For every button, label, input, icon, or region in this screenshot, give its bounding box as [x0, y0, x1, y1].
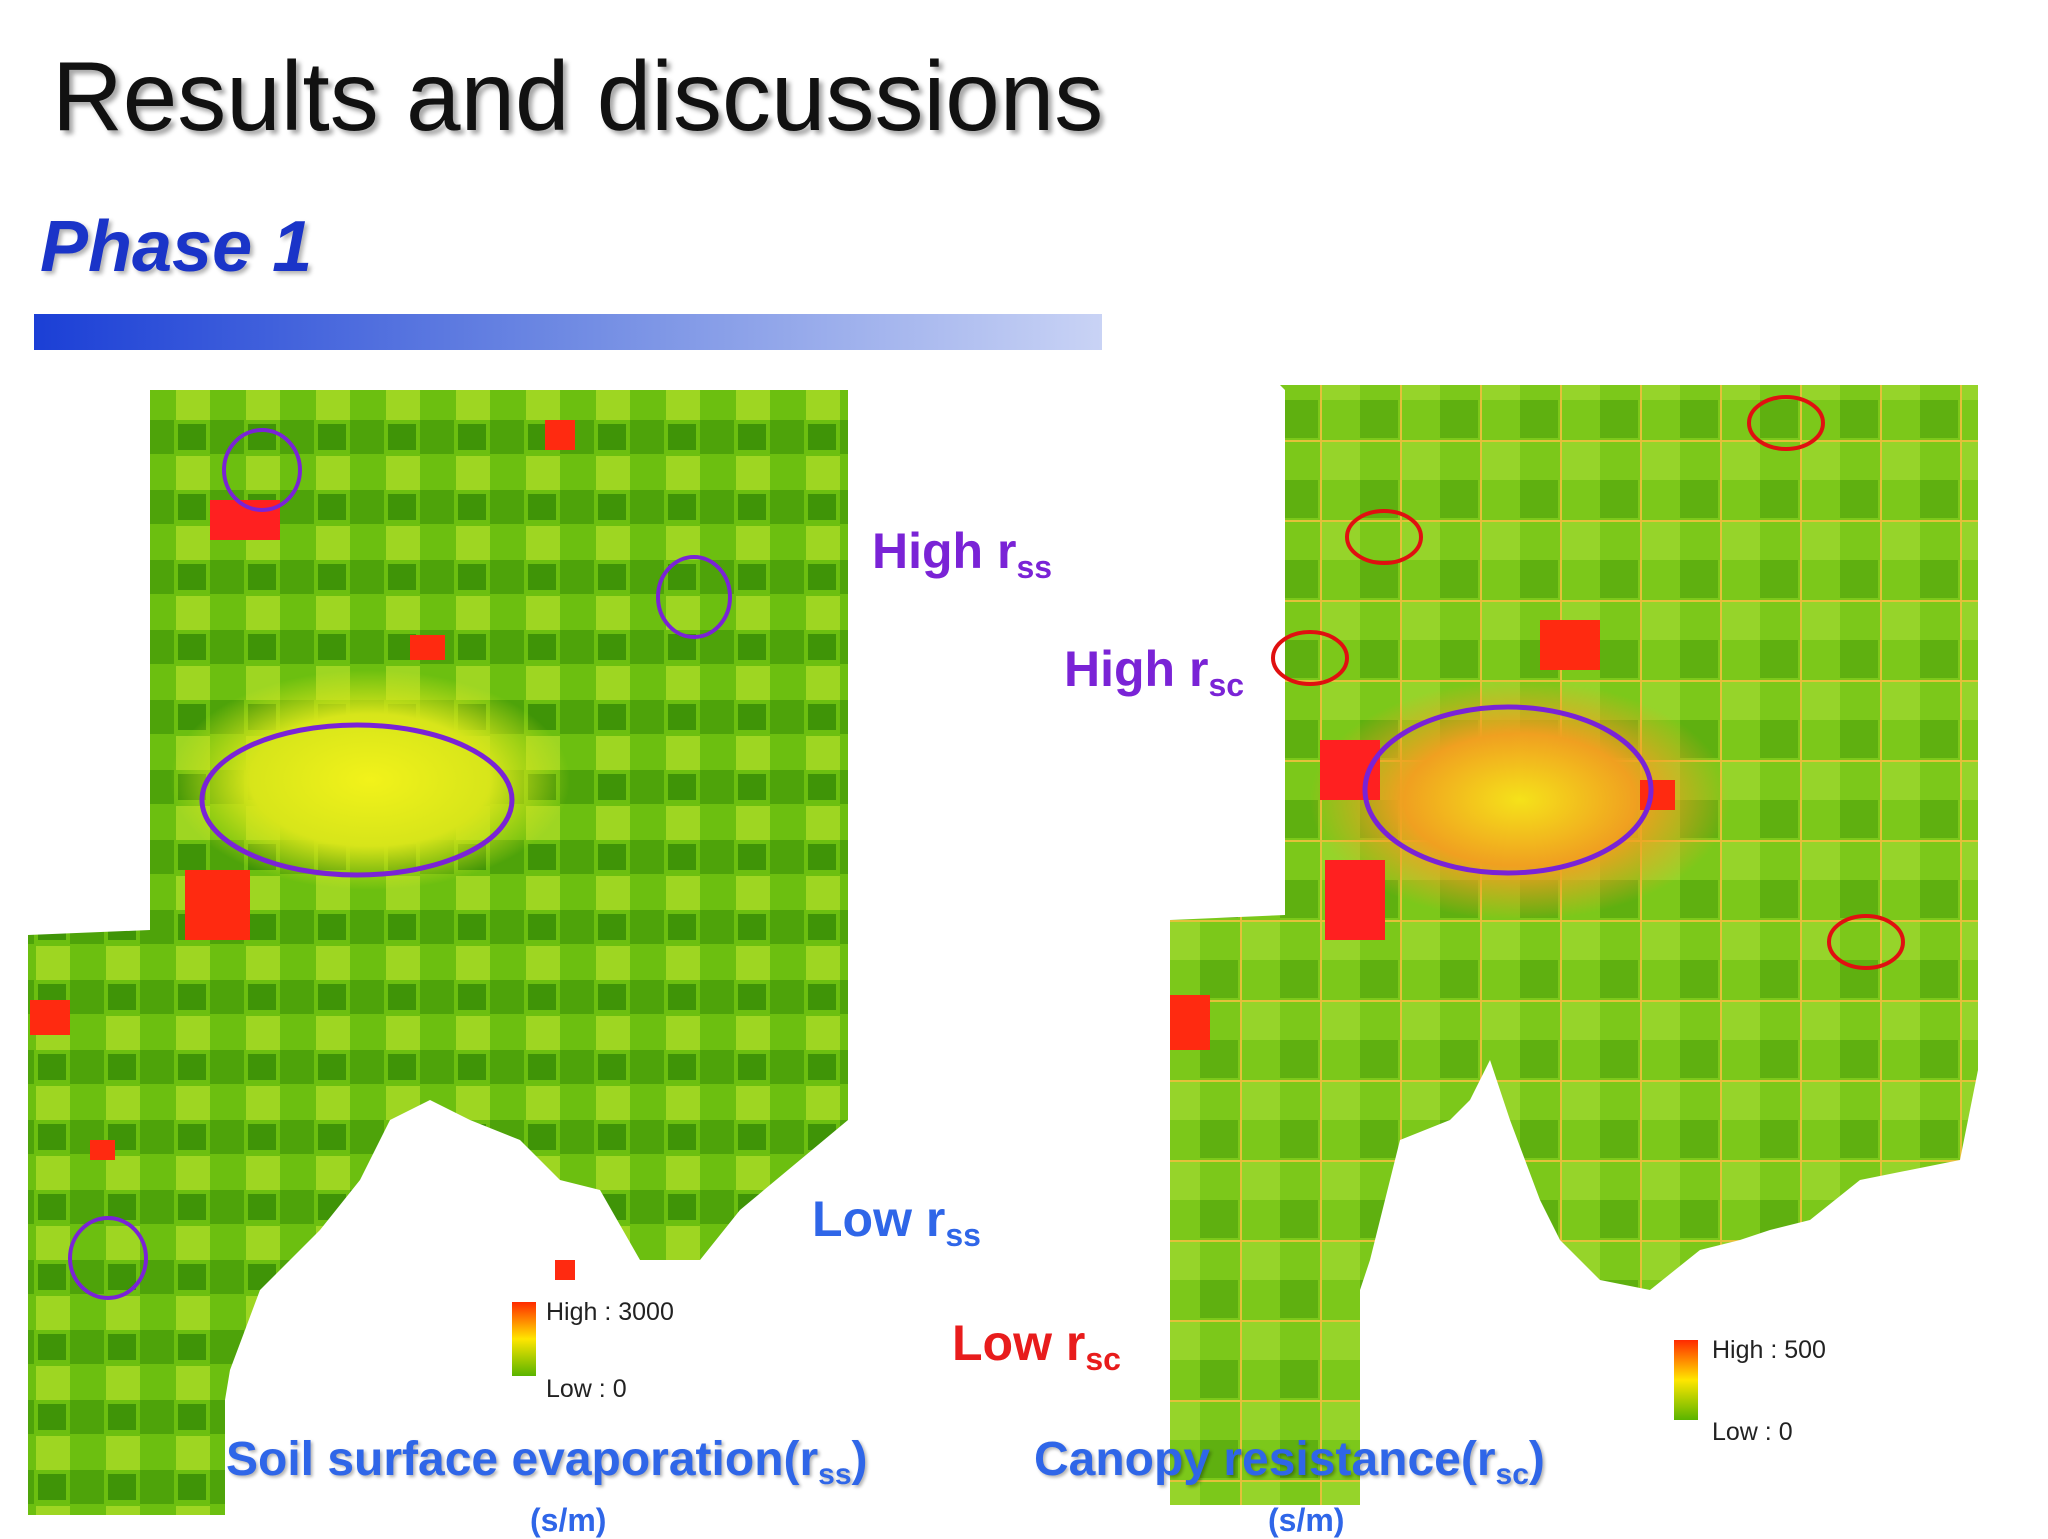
high-rsc-circle [1271, 630, 1349, 686]
high-rss-label: High rss [872, 523, 1053, 585]
low-rsc-circle [1827, 914, 1905, 970]
low-rss-circle [68, 1216, 148, 1300]
rsc-legend-colorbar [1674, 1340, 1698, 1420]
annotation-circles [68, 395, 1905, 1300]
rss-legend-low: Low : 0 [546, 1375, 627, 1403]
rss-legend-high: High : 3000 [546, 1298, 674, 1326]
rsc-map-caption: Canopy resistance(rsc) [1034, 1433, 1545, 1491]
rsc-map [1170, 385, 1978, 1505]
rss-unit: (s/m) [530, 1502, 607, 1538]
high-rsc-circle [1345, 509, 1423, 565]
rss-map [28, 390, 848, 1515]
slide-title: Results and discussions [52, 41, 1104, 151]
title-accent-bar [34, 314, 1102, 350]
high-rss-circle [656, 555, 732, 639]
rsc-legend-low: Low : 0 [1712, 1418, 1793, 1446]
low-rsc-label: Low rsc [952, 1315, 1121, 1377]
rsc-legend-high: High : 500 [1712, 1336, 1826, 1364]
high-rsc-label: High rsc [1064, 641, 1245, 703]
rsc-unit: (s/m) [1268, 1502, 1345, 1538]
high-rsc-circle [1747, 395, 1825, 451]
low-rss-label: Low rss [812, 1191, 981, 1253]
high-rss-circle [222, 428, 302, 512]
rss-map-caption: Soil surface evaporation(rss) [226, 1433, 868, 1491]
rss-legend-colorbar [512, 1302, 536, 1376]
urban-area-circle [1362, 704, 1654, 876]
slide-subtitle: Phase 1 [40, 207, 313, 287]
urban-area-circle [199, 722, 515, 878]
